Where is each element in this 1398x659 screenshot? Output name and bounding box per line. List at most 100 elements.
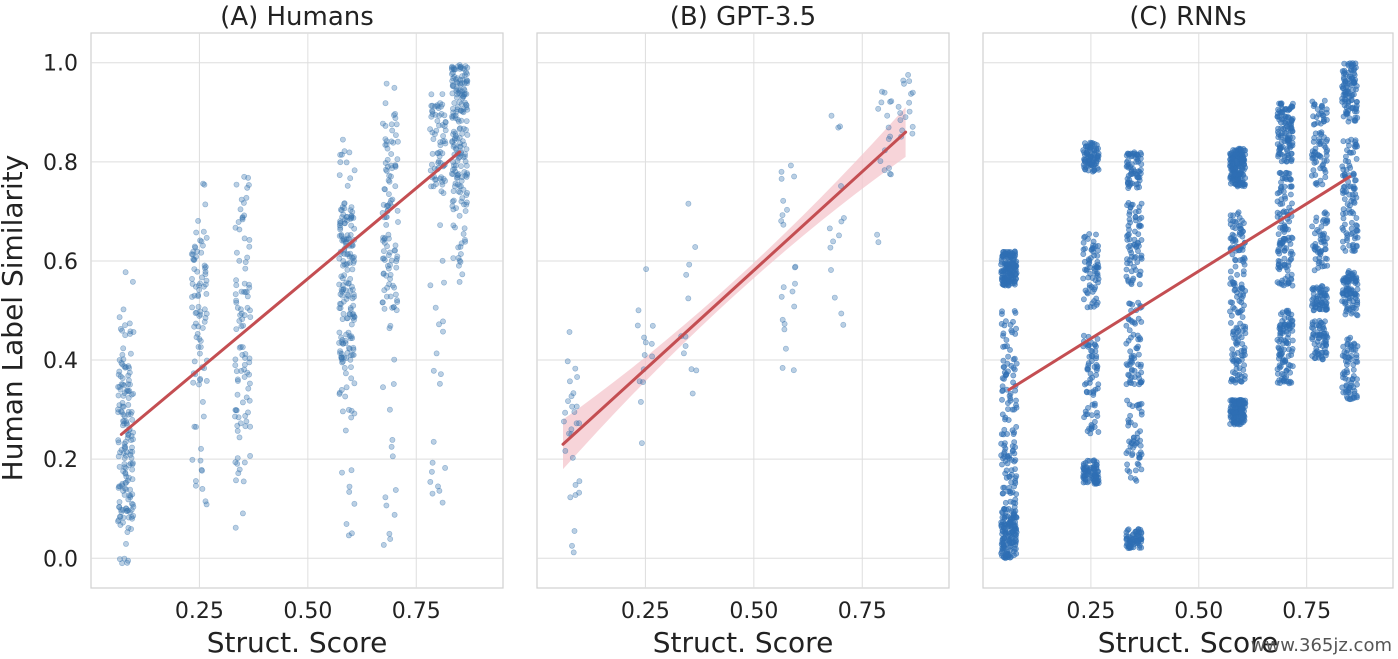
data-point [1236,223,1242,229]
data-point [683,271,690,278]
data-point [200,413,207,420]
data-point [1126,300,1132,307]
data-point [234,427,241,434]
data-point [234,376,241,383]
data-point [1127,348,1134,355]
data-point [459,138,466,144]
data-point [237,306,244,313]
data-point [1124,461,1130,468]
data-point [437,139,444,146]
data-point [127,350,134,357]
data-point [1234,211,1241,217]
data-point [242,351,249,357]
data-point [191,266,198,272]
data-point [380,542,387,548]
data-point [463,77,470,83]
data-point [1275,125,1281,132]
data-point [338,300,344,307]
data-point [779,212,786,218]
data-point [1084,389,1090,396]
data-point [432,176,438,183]
data-point [120,468,127,475]
data-point [246,284,253,291]
data-point [233,407,240,414]
data-point [1318,110,1325,117]
data-point [120,514,127,521]
data-point [1346,115,1353,121]
data-point [1082,476,1089,483]
data-point [1128,253,1135,260]
data-point [1134,332,1141,339]
data-point [1240,268,1247,274]
data-point [1283,169,1290,176]
data-point [195,292,202,298]
data-point [1007,498,1014,505]
data-point [1011,546,1018,552]
data-point [888,171,894,178]
data-point [246,236,253,243]
data-point [1322,318,1328,325]
data-point [463,118,470,124]
data-point [1125,447,1131,454]
data-point [1090,457,1096,464]
data-point [1288,150,1295,157]
data-point [1241,161,1247,168]
data-point [888,98,895,105]
data-point [1091,298,1097,304]
data-point [246,243,253,250]
data-point [241,374,248,380]
data-point [1132,209,1139,215]
data-point [1279,359,1286,366]
data-point [1312,172,1319,178]
data-point [1005,406,1011,412]
data-point [1090,389,1097,396]
data-point [238,196,245,203]
data-point [391,84,398,91]
data-point [1284,334,1291,341]
data-point [1316,248,1323,255]
data-point [1129,359,1135,366]
data-point [1341,278,1348,284]
data-point [239,344,246,350]
y-tick-label: 1.0 [43,52,78,77]
data-point [1004,460,1011,467]
data-point [1012,466,1018,472]
data-point [901,80,907,87]
data-point [346,253,353,260]
data-point [1127,260,1134,267]
data-point [1092,277,1099,284]
data-point [246,371,252,378]
data-point [1309,300,1316,307]
data-point [117,386,124,393]
data-point [237,420,244,427]
data-point [1279,370,1285,377]
data-point [389,304,396,311]
data-point [1232,419,1239,426]
data-point [1347,209,1353,216]
data-point [1094,272,1101,279]
data-point [1238,409,1245,416]
data-point [1281,157,1288,164]
data-point [1316,228,1322,235]
data-point [1001,453,1008,460]
data-point [1281,375,1288,382]
data-point [348,321,355,328]
data-point [1352,295,1359,301]
data-point [1318,287,1325,293]
data-point [344,182,351,189]
data-point [341,200,348,207]
data-point [119,560,125,567]
data-point [784,206,790,213]
data-point [234,455,241,461]
data-point [120,392,127,399]
data-point [1281,255,1288,262]
data-point [1232,236,1239,243]
data-point [1229,155,1236,161]
data-point [1000,343,1006,350]
data-point [390,381,397,387]
scatter-points [998,60,1361,562]
data-point [780,284,787,291]
data-point [1238,352,1245,359]
data-point [830,238,836,245]
data-point [341,364,348,371]
